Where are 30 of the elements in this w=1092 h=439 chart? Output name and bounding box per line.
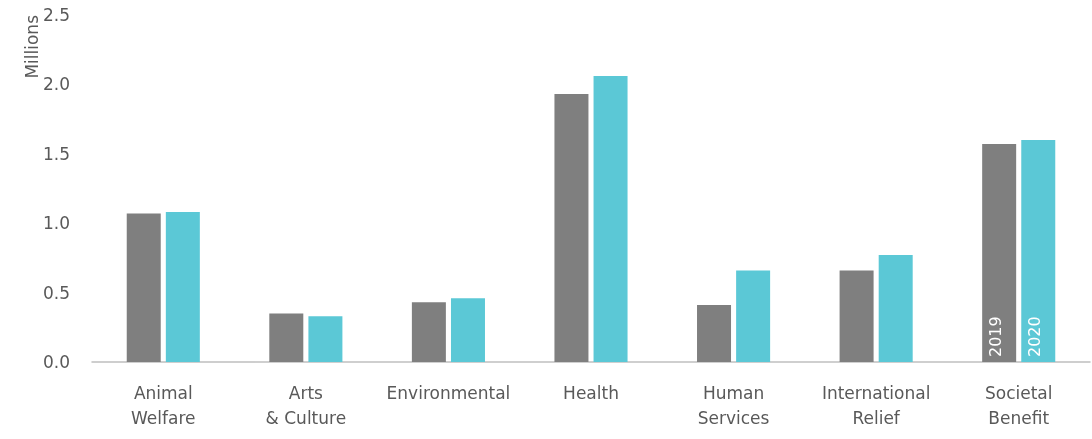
y-tick-label: 0.5	[42, 282, 70, 303]
bar	[450, 298, 485, 362]
x-tick-label: Environmental	[386, 382, 511, 403]
bar	[736, 270, 771, 362]
bar	[308, 316, 343, 362]
x-tick-label: Animal Welfare	[131, 382, 196, 428]
bar	[593, 76, 628, 362]
bar	[165, 212, 200, 362]
bar	[269, 313, 304, 362]
y-tick-label: 2.5	[42, 5, 70, 25]
x-tick-label: International Relief	[821, 382, 931, 428]
y-tick-label: 1.0	[42, 213, 70, 234]
y-axis-title: Millions	[21, 14, 42, 79]
bar	[697, 305, 732, 362]
y-tick-label: 1.5	[42, 143, 70, 164]
bar	[878, 255, 913, 362]
x-tick-label: Health	[563, 382, 619, 403]
bar	[1021, 139, 1056, 362]
bar	[982, 144, 1017, 362]
y-tick-label: 0.0	[42, 352, 70, 372]
x-tick-label: Human Services	[697, 382, 770, 428]
x-tick-label: Societal Benefit	[984, 382, 1053, 428]
series-label: 2020	[1024, 316, 1044, 357]
bar	[411, 302, 446, 362]
bar	[554, 94, 589, 362]
series-label: 2019	[985, 316, 1005, 357]
x-tick-label: Arts & Culture	[265, 382, 347, 428]
bar	[126, 213, 161, 362]
bar	[839, 270, 874, 362]
y-tick-label: 2.0	[42, 74, 70, 95]
